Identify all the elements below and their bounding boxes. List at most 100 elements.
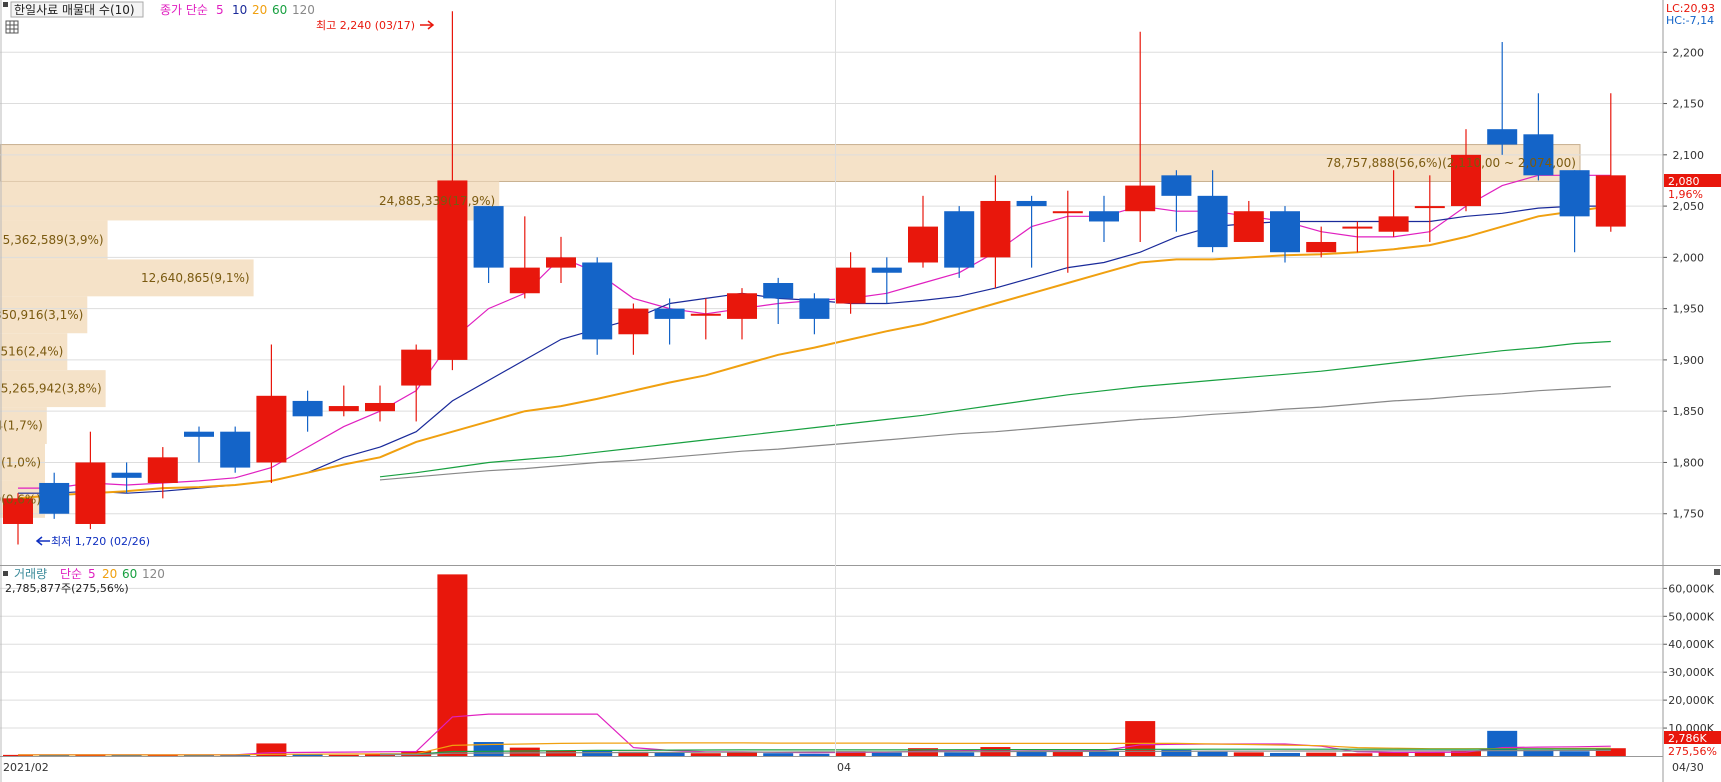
candle-body xyxy=(220,431,251,468)
candle-body xyxy=(1378,216,1409,232)
volume-profile-bar xyxy=(0,370,106,408)
candle-body xyxy=(1523,134,1554,176)
candle-body xyxy=(980,200,1011,258)
volume-bar xyxy=(1378,752,1409,756)
x-label-start: 2021/02 xyxy=(3,761,49,774)
low-annotation: 최저 1,720 (02/26) xyxy=(51,535,150,548)
right-arrow-icon xyxy=(420,20,435,30)
volume-bar xyxy=(690,753,721,756)
volume-tick-label: 40,000K xyxy=(1668,638,1714,651)
volume-bar xyxy=(437,574,468,756)
volume-bar xyxy=(1306,752,1337,756)
candle-body xyxy=(1414,206,1445,209)
candle-body xyxy=(727,293,757,319)
volume-bar xyxy=(292,754,323,756)
volume-bar xyxy=(39,755,70,757)
volume-ma-line-60 xyxy=(379,748,1611,755)
candle-body xyxy=(184,431,214,437)
candle-body xyxy=(944,211,975,268)
volume-bar xyxy=(1197,751,1228,756)
left-arrow-icon xyxy=(35,536,50,546)
current-volume: 2,786K xyxy=(1668,732,1707,745)
current-price: 2,080 xyxy=(1668,175,1700,188)
legend-ma10: 10 xyxy=(232,3,247,17)
volume-profile-bar xyxy=(0,259,254,297)
candle-body xyxy=(690,313,721,316)
volume-bar xyxy=(1487,730,1518,756)
candle-body xyxy=(1270,211,1300,253)
volume-bar xyxy=(618,751,649,756)
price-axis: 1,750 1,800 1,850 1,900 1,950 2,000 2,050 2,100… xyxy=(1663,46,1705,521)
legend-ma60: 60 xyxy=(272,3,287,17)
price-tick-label: 2,200 xyxy=(1673,46,1705,59)
volume-bar xyxy=(111,755,142,757)
volume-profile-label: 3,354,516(2,4%) xyxy=(0,345,63,359)
candle-body xyxy=(147,457,178,483)
candle-body xyxy=(1306,241,1337,253)
volume-bar xyxy=(509,747,540,756)
candlesticks xyxy=(3,11,1626,545)
legend-ma120: 120 xyxy=(292,3,315,17)
volume-profile-label: 2,332,554(1,7%) xyxy=(0,419,43,433)
candle-body xyxy=(473,206,504,268)
volume-bar xyxy=(1233,752,1264,756)
candle-body xyxy=(1016,200,1047,207)
volume-legend-ma5: 5 xyxy=(88,567,96,581)
price-tick-label: 2,100 xyxy=(1673,149,1705,162)
volume-bars xyxy=(3,574,1626,757)
volume-profile-bar xyxy=(0,144,1581,182)
candle-body xyxy=(437,180,468,360)
volume-bar xyxy=(582,750,613,756)
volume-profile-label: 24,885,339(17,9%) xyxy=(379,194,495,208)
candle-body xyxy=(365,402,395,412)
volume-profile-label: 1,329,632(1,0%) xyxy=(0,455,41,469)
volume-bar xyxy=(799,753,830,756)
current-change: 1,96% xyxy=(1668,188,1703,201)
grid-table-icon[interactable] xyxy=(5,20,19,34)
candle-body xyxy=(509,267,540,294)
candle-body xyxy=(835,267,866,304)
legend-title-box[interactable] xyxy=(10,1,144,18)
candle-body xyxy=(39,482,70,514)
price-tick-label: 2,000 xyxy=(1673,251,1705,264)
volume-grid xyxy=(0,587,1663,729)
volume-bar xyxy=(871,752,902,756)
volume-bar xyxy=(654,752,685,756)
high-annotation: 최고 2,240 (03/17) xyxy=(316,19,415,32)
volume-legend-title: 거래량 xyxy=(14,567,47,581)
price-ma-line-60 xyxy=(379,340,1611,478)
volume-profile-label: 78,757,888(56,6%)(2,110,00 ~ 2,074,00) xyxy=(1326,156,1576,170)
hc-indicator: HC:-7,14 xyxy=(1666,14,1714,27)
volume-bar xyxy=(727,751,757,756)
legend-ma20: 20 xyxy=(252,3,267,17)
price-tick-label: 2,050 xyxy=(1673,200,1705,213)
volume-profile xyxy=(0,144,1581,518)
volume-bar xyxy=(1270,752,1300,756)
price-grid xyxy=(0,51,1663,515)
volume-tick-label: 20,000K xyxy=(1668,694,1714,707)
volume-bar xyxy=(1414,751,1445,756)
x-label-mid: 04 xyxy=(837,761,851,774)
volume-bar xyxy=(1052,751,1083,756)
candle-body xyxy=(654,308,685,319)
volume-ma-line-20 xyxy=(18,742,1611,756)
volume-profile-bar xyxy=(0,333,68,371)
price-ma-line-120 xyxy=(379,386,1611,481)
current-volume-tag xyxy=(1664,731,1721,744)
volume-bar xyxy=(1523,749,1554,756)
price-tick-label: 1,800 xyxy=(1673,456,1705,469)
price-tick-label: 1,850 xyxy=(1673,405,1705,418)
panel-resize-handle[interactable] xyxy=(1714,569,1720,575)
price-tick-label: 1,750 xyxy=(1673,508,1705,521)
candle-body xyxy=(1125,185,1156,212)
candle-body xyxy=(401,349,432,386)
volume-legend-ma20: 20 xyxy=(102,567,117,581)
candle-body xyxy=(1595,175,1626,227)
legend-marker xyxy=(3,2,8,7)
volume-bar xyxy=(763,753,794,756)
candle-body xyxy=(292,400,323,417)
legend-title: 한일사료 매물대 수(10) xyxy=(14,3,135,17)
volume-bar xyxy=(1559,751,1590,756)
volume-legend-ma60: 60 xyxy=(122,567,137,581)
